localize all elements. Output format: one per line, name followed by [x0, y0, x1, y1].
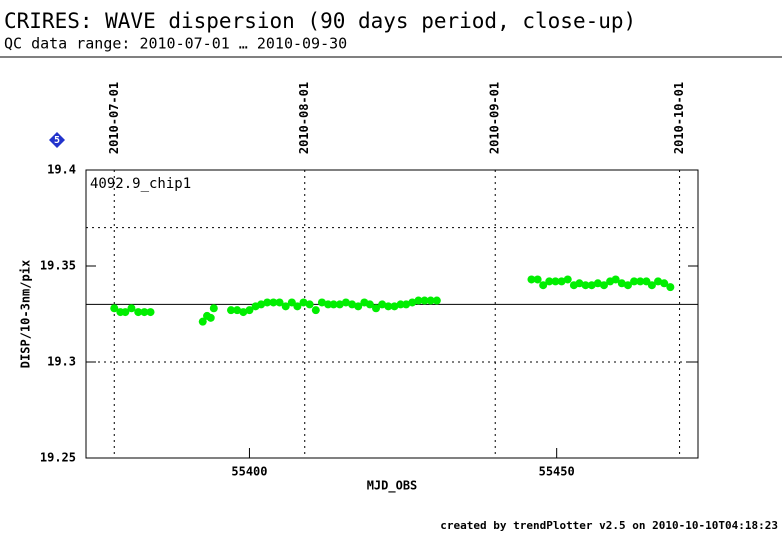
- point: [630, 277, 639, 286]
- point: [611, 275, 620, 284]
- date-tick-label: 2010-10-01: [672, 82, 686, 154]
- chart-title: CRIRES: WAVE dispersion (90 days period,…: [4, 9, 636, 33]
- plot-frame: [85, 169, 699, 459]
- point: [408, 298, 417, 307]
- point: [305, 300, 314, 309]
- footer: created by trendPlotter v2.5 on 2010-10-…: [440, 519, 778, 532]
- series-label: 4092.9_chip1: [90, 176, 191, 192]
- point: [551, 277, 560, 286]
- point: [527, 275, 536, 284]
- point: [245, 306, 254, 315]
- point: [209, 304, 218, 313]
- point: [654, 277, 663, 286]
- point: [372, 304, 381, 313]
- point: [354, 302, 363, 311]
- point: [666, 283, 675, 292]
- point: [324, 300, 333, 309]
- point: [134, 308, 143, 317]
- point: [414, 296, 423, 305]
- point: [206, 313, 215, 322]
- point: [533, 275, 542, 284]
- point: [557, 277, 566, 286]
- point: [365, 300, 374, 309]
- chart-subtitle: QC data range: 2010-07-01 … 2010-09-30: [4, 35, 347, 53]
- x-axis-label: MJD_OBS: [367, 479, 418, 494]
- point: [348, 300, 357, 309]
- point: [432, 296, 441, 305]
- y-tick-label: 19.35: [40, 259, 76, 273]
- point: [121, 308, 130, 317]
- point: [623, 281, 632, 290]
- point: [647, 281, 656, 290]
- point: [378, 300, 387, 309]
- y-axis-label: DISP/10-3nm/pix: [19, 260, 33, 368]
- point: [426, 296, 435, 305]
- point: [329, 300, 338, 309]
- point: [110, 304, 119, 313]
- badge-icon: [49, 132, 65, 148]
- point: [269, 298, 278, 307]
- point: [239, 308, 248, 317]
- point: [146, 308, 155, 317]
- point: [563, 275, 572, 284]
- y-tick-label: 19.3: [47, 355, 76, 369]
- point: [299, 298, 308, 307]
- point: [587, 281, 596, 290]
- point: [275, 298, 284, 307]
- point: [281, 302, 290, 311]
- point: [599, 281, 608, 290]
- y-tick-label: 19.25: [40, 451, 76, 465]
- point: [341, 298, 350, 307]
- badge: 5: [54, 135, 60, 146]
- point: [198, 317, 207, 326]
- x-tick-label: 55400: [231, 465, 267, 479]
- point: [293, 302, 302, 311]
- date-tick-label: 2010-07-01: [107, 82, 121, 154]
- date-tick-label: 2010-09-01: [488, 82, 502, 154]
- point: [263, 298, 272, 307]
- point: [402, 300, 411, 309]
- point: [140, 308, 149, 317]
- point: [257, 300, 266, 309]
- point: [617, 279, 626, 288]
- point: [660, 279, 669, 288]
- point: [311, 306, 320, 315]
- y-tick-label: 19.4: [47, 163, 76, 177]
- point: [335, 300, 344, 309]
- point: [420, 296, 429, 305]
- point: [384, 302, 393, 311]
- point: [539, 281, 548, 290]
- point: [636, 277, 645, 286]
- point: [127, 304, 136, 313]
- point: [575, 279, 584, 288]
- point: [581, 281, 590, 290]
- point: [390, 302, 399, 311]
- point: [233, 306, 242, 315]
- point: [396, 300, 405, 309]
- date-tick-label: 2010-08-01: [297, 82, 311, 154]
- point: [593, 279, 602, 288]
- point: [317, 298, 326, 307]
- point: [545, 277, 554, 286]
- point: [227, 306, 236, 315]
- x-tick-label: 55450: [539, 465, 575, 479]
